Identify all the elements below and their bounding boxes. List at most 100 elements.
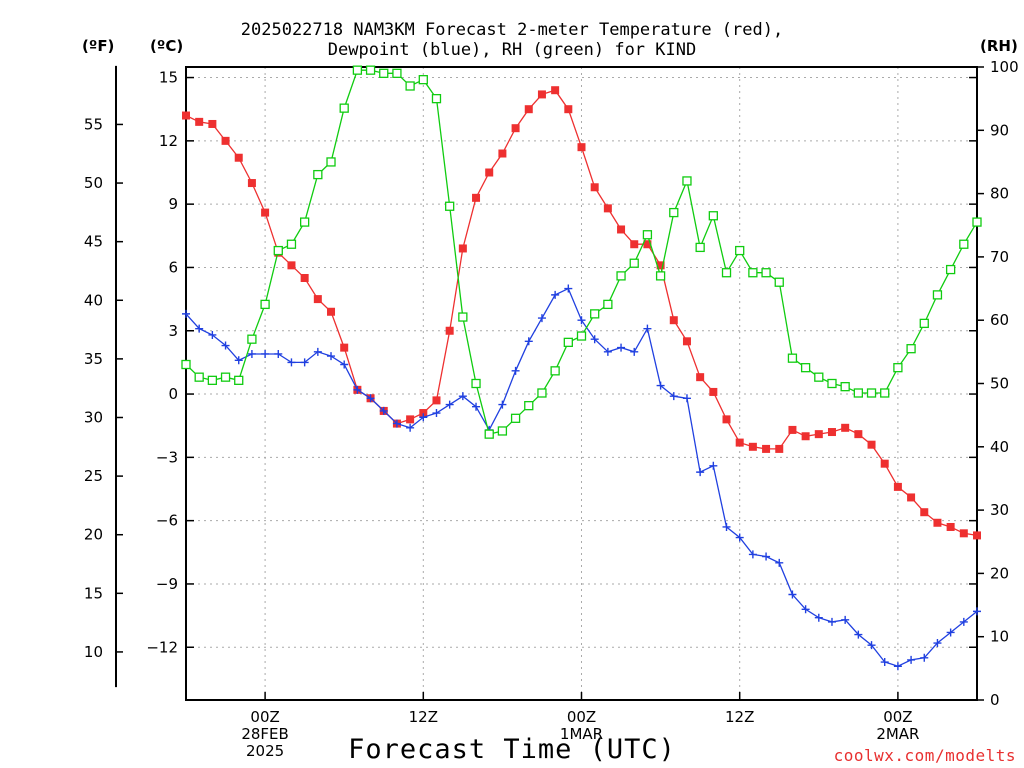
temperature-point: [907, 493, 916, 502]
temperature-point: [182, 111, 190, 120]
time-tick-label: 12Z: [725, 708, 754, 726]
celsius-tick-label: 3: [168, 322, 178, 340]
rh-point: [445, 201, 455, 211]
time-tick-label: 28FEB: [241, 725, 288, 743]
dewpoint-point: [577, 316, 586, 325]
temperature-point: [603, 204, 612, 213]
temperature-point: [788, 425, 797, 434]
rh-point: [853, 388, 863, 398]
dewpoint-point: [933, 639, 942, 648]
temperature-point: [195, 117, 204, 126]
fahrenheit-tick-label: 35: [84, 350, 103, 368]
dewpoint-point: [775, 558, 784, 567]
temperature-point: [920, 508, 929, 517]
temperature-point: [893, 482, 902, 491]
rh-point: [431, 94, 442, 104]
rh-point: [365, 65, 376, 75]
temperature-point: [933, 518, 942, 527]
dewpoint-point: [551, 290, 560, 299]
temperature-point: [590, 183, 599, 192]
dewpoint-point: [630, 347, 639, 356]
rh-point: [273, 245, 283, 256]
rh-tick-label: 20: [990, 564, 1009, 582]
fahrenheit-tick-label: 45: [84, 233, 103, 251]
time-tick-label: 00Z: [567, 708, 596, 726]
rh-point: [590, 309, 600, 319]
rh-point: [537, 388, 547, 398]
temperature-point: [485, 168, 494, 177]
temperature-point: [472, 193, 481, 202]
celsius-tick-label: −12: [146, 638, 178, 656]
celsius-tick-label: −3: [156, 448, 178, 466]
temperature-point: [498, 149, 507, 158]
dewpoint-point: [801, 605, 810, 614]
time-tick-label: 00Z: [883, 708, 912, 726]
temperature-point: [682, 337, 691, 346]
rh-point: [234, 375, 244, 385]
temperature-point: [748, 442, 757, 451]
rh-point: [379, 68, 389, 78]
dewpoint-point: [617, 343, 626, 352]
rh-point: [603, 299, 613, 310]
rh-point: [181, 359, 191, 370]
rh-point: [220, 372, 231, 382]
rh-point: [814, 372, 824, 382]
rh-point: [708, 211, 718, 221]
chart-axes: 15129630−3−6−9−1255504540353025201510100…: [84, 58, 1019, 760]
time-tick-label: 12Z: [409, 708, 438, 726]
dewpoint-point: [696, 468, 705, 477]
temperature-point: [762, 444, 771, 453]
source-credit: coolwx.com/modelts: [833, 746, 1016, 765]
dewpoint-point: [814, 613, 823, 622]
rh-point: [840, 382, 850, 392]
celsius-tick-label: 6: [168, 258, 178, 276]
temperature-line: [185, 89, 978, 537]
temperature-point: [247, 179, 256, 188]
temperature-point: [287, 261, 296, 270]
rh-point: [247, 334, 257, 344]
rh-point: [682, 176, 692, 186]
dewpoint-point: [762, 552, 771, 561]
temperature-point: [564, 105, 573, 114]
temperature-point: [432, 396, 441, 405]
temperature-point: [854, 430, 863, 439]
rh-point: [787, 353, 798, 363]
rh-point: [616, 271, 626, 281]
dewpoint-point: [735, 533, 744, 542]
temperature-point: [656, 261, 665, 270]
dewpoint-point: [406, 423, 415, 432]
temperature-point: [419, 409, 428, 418]
time-tick-label: 2MAR: [876, 725, 919, 743]
fahrenheit-tick-label: 20: [84, 526, 103, 544]
temperature-point: [208, 119, 217, 128]
rh-point: [497, 426, 508, 436]
temperature-point: [340, 343, 349, 352]
rh-point: [260, 299, 270, 310]
dewpoint-point: [379, 406, 388, 415]
dewpoint-point: [195, 324, 204, 333]
rh-point: [774, 277, 784, 287]
dewpoint-point: [643, 324, 652, 333]
dewpoint-point: [221, 341, 230, 350]
temperature-point: [973, 531, 981, 540]
rh-point: [471, 378, 481, 389]
celsius-tick-label: 12: [159, 132, 178, 150]
rh-point: [893, 363, 903, 373]
fahrenheit-tick-label: 25: [84, 467, 103, 485]
temperature-point: [524, 105, 533, 114]
dewpoint-point: [392, 419, 401, 428]
rh-point: [919, 318, 929, 329]
rh-point: [484, 429, 494, 439]
dewpoint-point: [748, 550, 757, 559]
chart-title-line-2: Dewpoint (blue), RH (green) for KIND: [327, 40, 697, 60]
dewpoint-point: [432, 409, 441, 418]
celsius-tick-label: −9: [156, 575, 178, 593]
rh-point: [194, 372, 204, 382]
rh-point: [207, 375, 218, 385]
temperature-point: [617, 225, 626, 234]
chart-title-line-1: 2025022718 NAM3KM Forecast 2-meter Tempe…: [240, 20, 784, 40]
rh-point: [629, 258, 639, 268]
fahrenheit-tick-label: 50: [84, 174, 103, 192]
celsius-tick-label: −6: [156, 512, 178, 530]
